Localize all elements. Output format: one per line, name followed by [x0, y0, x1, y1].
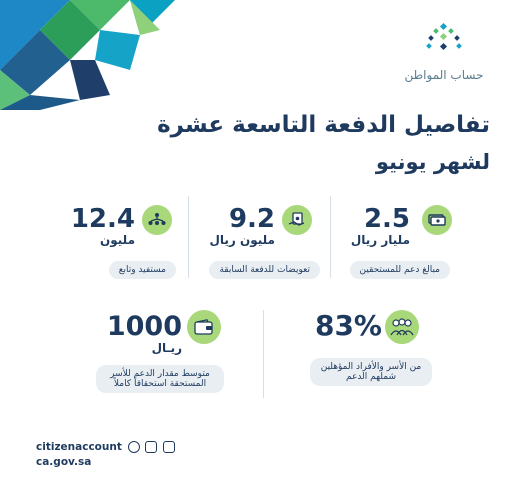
- stat-average-unit: ريـال: [151, 341, 182, 355]
- footer-domain[interactable]: ca.gov.sa: [36, 456, 92, 468]
- stat-families-label: من الأسر والأفراد المؤهلين شملهم الدعم: [310, 358, 432, 386]
- stat-compensation: 9.2 مليون ريال: [195, 205, 275, 247]
- youtube-icon[interactable]: [162, 441, 175, 453]
- stat-beneficiaries-label-wrap: مستفيد وتابع: [70, 257, 176, 279]
- stat-beneficiaries-unit: مليون: [100, 233, 135, 247]
- stat-support-unit: مليار ريال: [350, 233, 410, 247]
- stat-average: 1000 ريـال: [92, 311, 182, 356]
- stat-support-value: 2.5: [363, 204, 410, 234]
- footer-handle[interactable]: citizenaccount: [36, 441, 122, 453]
- wallet-icon: [187, 310, 221, 344]
- stat-average-value: 1000: [106, 311, 182, 342]
- stat-support-label-wrap: مبالغ دعم للمستحقين: [338, 257, 450, 279]
- stat-beneficiaries: 12.4 مليون: [60, 205, 135, 247]
- cash-hand-icon: [282, 205, 312, 235]
- divider: [330, 196, 331, 278]
- stat-families-label-line2: شملهم الدعم: [345, 372, 397, 382]
- stat-support-label: مبالغ دعم للمستحقين: [349, 261, 450, 279]
- stat-families-label-line1: من الأسر والأفراد المؤهلين: [320, 362, 422, 372]
- instagram-icon[interactable]: [145, 441, 158, 453]
- stat-compensation-unit: مليون ريال: [209, 233, 275, 247]
- stat-beneficiaries-label: مستفيد وتابع: [108, 261, 176, 279]
- twitter-icon[interactable]: [127, 441, 140, 453]
- stat-average-label-line1: متوسط مقدار الدعم للأسر: [110, 369, 210, 379]
- logo-mark-icon: [426, 22, 462, 51]
- family-icon: [385, 310, 419, 344]
- stat-families-label-wrap: من الأسر والأفراد المؤهلين شملهم الدعم: [310, 358, 432, 386]
- stat-compensation-label-wrap: تعويضات للدفعة السابقة: [196, 257, 320, 279]
- stat-average-label: متوسط مقدار الدعم للأسر المستحقة استحقاق…: [96, 365, 224, 393]
- decorative-corner-pattern: [0, 0, 175, 110]
- stat-compensation-label: تعويضات للدفعة السابقة: [209, 261, 320, 279]
- page-title: تفاصيل الدفعة التاسعة عشرة: [157, 112, 490, 138]
- stat-families: 83%: [312, 312, 382, 340]
- stat-compensation-value: 9.2: [228, 204, 275, 234]
- stat-average-label-wrap: متوسط مقدار الدعم للأسر المستحقة استحقاق…: [96, 365, 224, 393]
- people-network-icon: [142, 205, 172, 235]
- divider: [188, 196, 189, 278]
- brand-logo: حساب المواطن: [394, 22, 494, 82]
- divider: [263, 310, 264, 398]
- money-stack-icon: [422, 205, 452, 235]
- stat-support: 2.5 مليار ريال: [350, 205, 410, 247]
- page-subtitle: لشهر يونيو: [375, 150, 490, 174]
- stat-families-value: 83%: [314, 309, 382, 342]
- stat-beneficiaries-value: 12.4: [70, 204, 135, 234]
- logo-text: حساب المواطن: [404, 68, 484, 82]
- footer-handle-row: citizenaccount: [36, 441, 175, 453]
- stat-average-label-line2: المستحقة استحقاقاً كاملاً: [113, 379, 207, 389]
